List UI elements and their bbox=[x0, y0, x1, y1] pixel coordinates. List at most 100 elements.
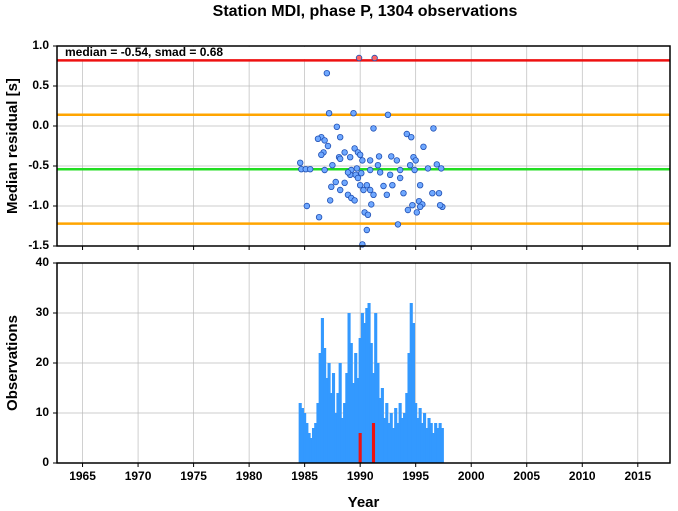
bar bbox=[369, 343, 373, 463]
data-point bbox=[303, 202, 311, 210]
data-point bbox=[350, 109, 357, 117]
data-point bbox=[306, 165, 314, 173]
bar bbox=[358, 433, 362, 463]
data-point bbox=[403, 130, 411, 138]
x-tick-label: 1975 bbox=[180, 469, 207, 483]
y-tick-label: -0.5 bbox=[28, 158, 49, 172]
bar bbox=[307, 433, 311, 463]
y-tick-label: 0.5 bbox=[32, 78, 49, 92]
data-point bbox=[424, 165, 432, 172]
data-point bbox=[420, 143, 427, 150]
data-point bbox=[358, 169, 365, 177]
data-point bbox=[315, 213, 323, 221]
annotation-background bbox=[59, 47, 309, 59]
bar bbox=[400, 418, 404, 463]
bar bbox=[440, 428, 444, 463]
data-point bbox=[370, 125, 377, 132]
bar bbox=[383, 418, 387, 463]
x-tick-label: 1970 bbox=[125, 469, 152, 483]
bar bbox=[391, 428, 396, 463]
bar bbox=[318, 353, 322, 463]
x-tick-label: 1990 bbox=[347, 469, 374, 483]
data-point bbox=[375, 153, 383, 160]
bar bbox=[425, 428, 429, 463]
bar bbox=[374, 313, 378, 463]
bar bbox=[431, 433, 436, 463]
data-point bbox=[370, 191, 377, 198]
x-tick-label: 1995 bbox=[402, 469, 429, 483]
bar bbox=[394, 408, 398, 463]
bar bbox=[438, 423, 442, 463]
x-tick-label: 2005 bbox=[513, 469, 540, 483]
data-point bbox=[314, 135, 322, 142]
data-point bbox=[356, 151, 364, 158]
y-tick-label: 0.0 bbox=[32, 118, 49, 132]
bar bbox=[303, 413, 307, 463]
data-point bbox=[412, 157, 419, 164]
data-point bbox=[336, 155, 344, 162]
data-point bbox=[364, 211, 372, 218]
data-point bbox=[433, 161, 440, 168]
x-axis-title: Year bbox=[348, 494, 380, 511]
bar bbox=[436, 428, 440, 463]
bar bbox=[423, 413, 427, 463]
bar bbox=[300, 408, 304, 463]
data-point bbox=[353, 165, 361, 172]
bar bbox=[325, 378, 329, 463]
data-point bbox=[386, 171, 394, 178]
data-point bbox=[368, 201, 375, 208]
bar bbox=[396, 423, 400, 463]
data-point bbox=[383, 191, 391, 198]
x-tick-label: 1965 bbox=[69, 469, 96, 483]
y-tick-label: 1.0 bbox=[32, 38, 49, 52]
bar bbox=[405, 393, 409, 463]
bar bbox=[298, 403, 302, 463]
data-point bbox=[355, 54, 363, 62]
data-point bbox=[393, 157, 401, 164]
data-point bbox=[363, 181, 371, 189]
bar bbox=[420, 423, 424, 463]
bar bbox=[389, 413, 393, 463]
chart-title: Station MDI, phase P, 1304 observations bbox=[213, 3, 518, 20]
data-point bbox=[438, 165, 445, 172]
bar bbox=[336, 393, 340, 463]
bar bbox=[329, 393, 333, 463]
plot-frame bbox=[56, 45, 671, 247]
bar bbox=[349, 343, 353, 463]
x-tick-label: 2015 bbox=[624, 469, 651, 483]
bar bbox=[327, 363, 331, 463]
bar bbox=[409, 303, 413, 463]
y-tick-label: 40 bbox=[36, 255, 50, 269]
bar bbox=[316, 403, 320, 463]
data-point bbox=[388, 153, 395, 160]
plot-frame bbox=[56, 262, 671, 464]
data-point bbox=[341, 179, 348, 186]
data-point bbox=[380, 182, 387, 190]
data-point bbox=[404, 206, 412, 214]
data-point bbox=[416, 203, 424, 210]
x-tick-label: 2000 bbox=[458, 469, 485, 483]
data-point bbox=[376, 169, 384, 176]
data-point bbox=[394, 221, 402, 228]
data-point bbox=[341, 149, 348, 156]
data-point bbox=[351, 145, 358, 152]
bar bbox=[367, 303, 371, 463]
bar bbox=[311, 428, 316, 463]
bar bbox=[414, 403, 418, 463]
data-point bbox=[371, 54, 378, 62]
data-point bbox=[321, 137, 328, 144]
y-tick-label: -1.5 bbox=[28, 238, 49, 252]
bar bbox=[305, 423, 309, 463]
data-point bbox=[400, 189, 407, 197]
bar bbox=[340, 418, 344, 463]
bar bbox=[380, 388, 384, 463]
bar bbox=[429, 423, 433, 463]
y-axis-title: Median residual [s] bbox=[4, 78, 21, 214]
y-tick-label: 30 bbox=[36, 305, 50, 319]
data-point bbox=[430, 125, 437, 132]
data-point bbox=[336, 186, 344, 194]
bar bbox=[347, 313, 351, 463]
bar bbox=[385, 403, 389, 463]
data-point bbox=[323, 69, 331, 77]
